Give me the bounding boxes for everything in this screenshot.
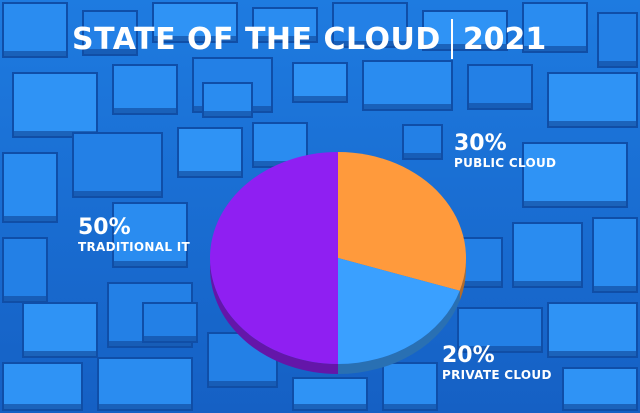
traditional-it-name: TRADITIONAL IT (78, 240, 190, 254)
title-divider (450, 19, 453, 59)
pie-slice-side-0 (459, 258, 466, 301)
public-cloud-name: PUBLIC CLOUD (454, 156, 557, 170)
chart-title: STATE OF THE CLOUD 2021 (72, 16, 546, 62)
pie-slice-private-cloud (338, 258, 460, 364)
pie-slice-traditional-it (210, 152, 338, 364)
pie-slice-side-2 (210, 258, 338, 374)
label-traditional-it: 50% TRADITIONAL IT (78, 215, 190, 255)
traditional-it-value: 50% (78, 215, 131, 240)
pie-slice-public-cloud (338, 152, 466, 291)
label-public-cloud: 30% PUBLIC CLOUD (454, 131, 557, 171)
private-cloud-value: 20% (442, 343, 495, 368)
title-year: 2021 (462, 21, 547, 57)
pie-slice-side-1 (338, 290, 460, 374)
label-private-cloud: 20% PRIVATE CLOUD (442, 343, 552, 383)
public-cloud-value: 30% (454, 131, 507, 156)
title-text: STATE OF THE CLOUD (72, 21, 441, 57)
private-cloud-name: PRIVATE CLOUD (442, 368, 552, 382)
